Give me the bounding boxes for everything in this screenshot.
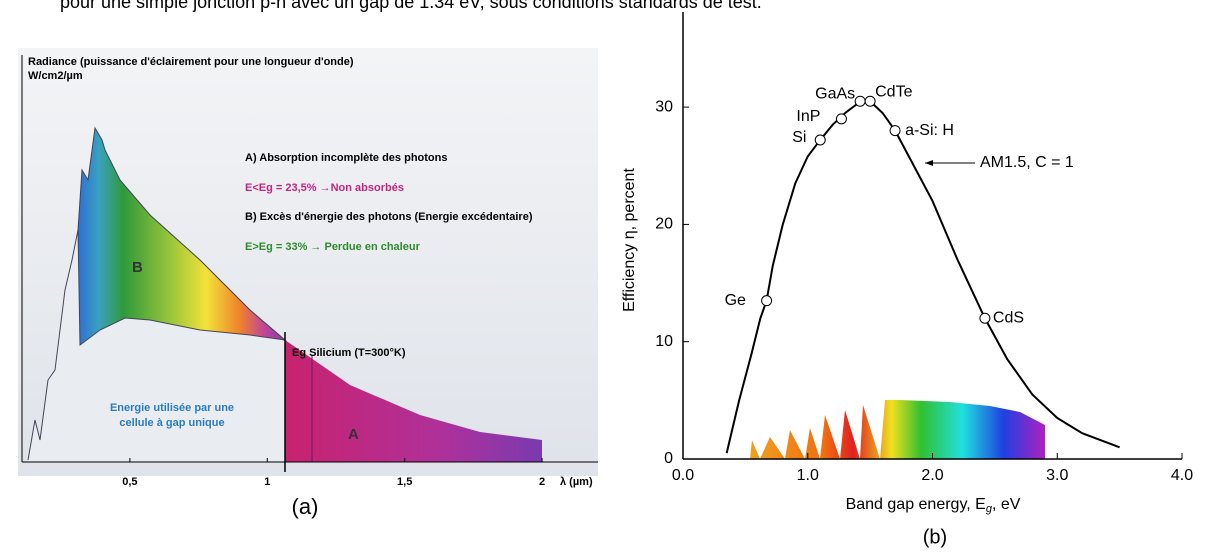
annotation: A) Absorption incomplète des photons [245,152,447,164]
x-tick-label: 1 [264,476,270,488]
series-label: AM1.5, C = 1 [980,154,1074,171]
panel-label: (a) [292,494,319,519]
material-point [814,134,826,146]
point-label: InP [796,108,820,125]
x-tick-label: 2 [539,476,545,488]
x-axis-label-sub: g [986,503,993,515]
point-label: a-Si: H [905,122,954,139]
material-point [889,125,901,137]
x-tick-label: 2.0 [921,467,943,484]
x-tick-label: 0,5 [122,476,137,488]
annotation: Energie utilisée par une [110,402,234,414]
x-axis-label-text: Band gap energy, E [846,496,986,513]
usable-region [28,230,285,462]
y-axis-label: Efficiency η, percent [621,168,638,312]
x-axis-label-unit: , eV [992,496,1021,513]
annotation: E>Eg = 33% → Perdue en chaleur [245,241,421,253]
annotation: Eg Silicium (T=300°K) [292,347,406,359]
region-label: B [132,259,143,276]
x-tick-label: 0.0 [672,467,694,484]
arrow-head [925,160,933,166]
x-tick-label: 3.0 [1046,467,1068,484]
point-label: GaAs [815,85,855,102]
spectrum-graphic [750,400,1045,459]
x-axis-label: Band gap energy, Eg, eV [846,496,1021,515]
y-tick-label: 20 [655,216,673,233]
region-label: A [348,426,359,443]
material-point [835,113,847,125]
caption: pour une simple jonction p-n avec un gap… [60,0,762,12]
spectrum-edge [27,229,79,461]
excess-energy-region [77,126,287,346]
x-tick-label: 1,5 [397,476,412,488]
x-axis-label: λ (µm) [560,476,593,488]
annotation: cellule à gap unique [119,417,224,429]
y-tick-label: 10 [655,333,673,350]
material-point [979,312,991,324]
annotation: B) Excès d'énergie des photons (Energie … [245,211,533,223]
point-label: Ge [725,292,746,309]
title: Radiance (puissance d'éclairement pour u… [28,56,354,68]
point-label: CdTe [875,83,912,100]
point-label: CdS [993,309,1024,326]
x-tick-label: 1.0 [797,467,819,484]
material-point [854,95,866,107]
material-point [761,295,773,307]
material-point [864,95,876,107]
y-tick-label: 0 [664,450,673,467]
annotation: E<Eg = 23,5% →Non absorbés [245,182,404,194]
x-tick-label: 4.0 [1171,467,1193,484]
unabsorbed-region [285,340,542,462]
y-tick-label: 30 [655,98,673,115]
point-label: Si [792,129,806,146]
y-unit: W/cm2/µm [28,70,83,82]
panel-label: (b) [923,526,947,548]
